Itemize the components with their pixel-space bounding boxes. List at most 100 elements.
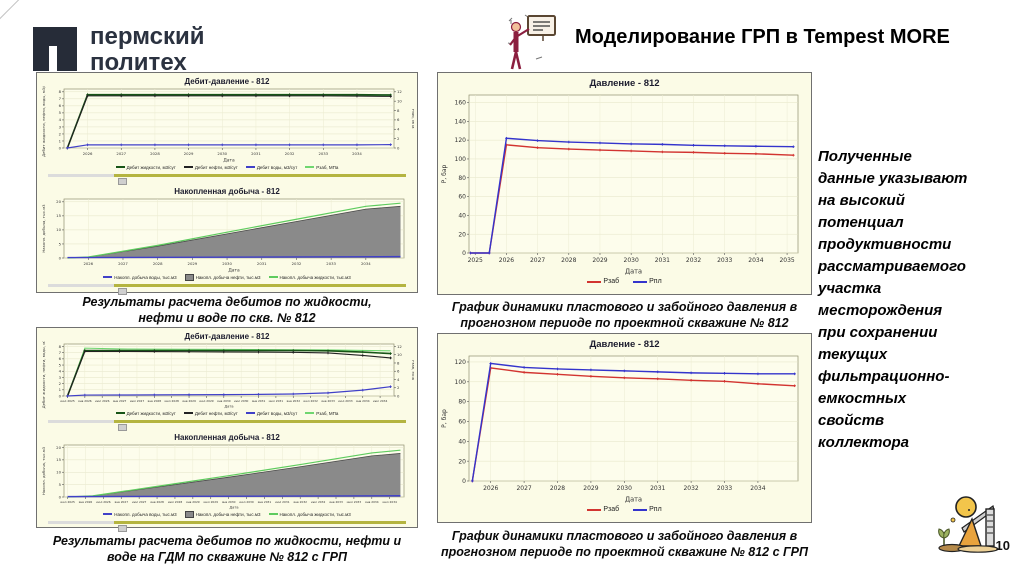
- svg-text:3: 3: [59, 124, 62, 129]
- chart-block-debit-frac: Дебит-давление - 812 0 1 2 3 4 5 6 7 8 0 2 4 6 8 10 12 и…: [40, 330, 414, 431]
- chart-block-debit-base: Дебит-давление - 812 0 1 2 3 4 5 6 7 8 0 2 4 6 8 10 12 2…: [40, 75, 414, 185]
- svg-text:2030: 2030: [624, 257, 639, 264]
- legend-marker: [587, 508, 602, 511]
- logo-line2: политех: [90, 49, 187, 76]
- svg-text:янв 2034: янв 2034: [356, 399, 370, 403]
- svg-text:0: 0: [397, 145, 400, 150]
- svg-text:июл 2031: июл 2031: [275, 500, 290, 504]
- legend-item: Накопл. добыча воды, тыс.м3: [103, 275, 177, 280]
- svg-text:Дата: Дата: [223, 158, 235, 164]
- svg-text:Дебит жидкости, нефти, воды, м: Дебит жидкости, нефти, воды, м3/сут: [41, 341, 46, 408]
- svg-text:июл 2032: июл 2032: [311, 500, 326, 504]
- svg-text:40: 40: [458, 438, 466, 445]
- svg-text:P, бар: P, бар: [441, 165, 448, 184]
- chart-scrollbar[interactable]: [48, 174, 406, 177]
- corner-decoration: [0, 0, 20, 21]
- chart-legend: Pзаб Pпл: [441, 275, 808, 288]
- svg-text:2033: 2033: [318, 151, 328, 156]
- chart-title: Дебит-давление - 812: [184, 332, 270, 341]
- scrollbar-thumb[interactable]: [48, 284, 114, 287]
- svg-text:2026: 2026: [499, 257, 514, 264]
- conclusion-text: Полученные данные указывают на высокий п…: [818, 148, 968, 451]
- svg-text:100: 100: [455, 379, 467, 386]
- svg-text:янв 2028: янв 2028: [150, 500, 164, 504]
- svg-text:6: 6: [397, 369, 400, 374]
- presenter-icon: [507, 14, 556, 70]
- legend-item: Дебит жидкости, м3/сут: [115, 411, 176, 416]
- svg-text:июл 2026: июл 2026: [96, 500, 111, 504]
- svg-text:июл 2029: июл 2029: [199, 399, 214, 403]
- svg-text:0: 0: [397, 393, 400, 398]
- svg-text:2035: 2035: [779, 257, 794, 264]
- svg-text:20: 20: [56, 199, 61, 204]
- svg-text:янв 2030: янв 2030: [217, 399, 231, 403]
- svg-text:7: 7: [59, 350, 62, 355]
- svg-text:2034: 2034: [748, 257, 763, 264]
- legend-marker: [184, 273, 194, 281]
- svg-text:Накопл. добыча, тыс.м3: Накопл. добыча, тыс.м3: [41, 204, 46, 253]
- chart-scrollbar[interactable]: [48, 284, 406, 287]
- svg-text:янв 2027: янв 2027: [114, 500, 128, 504]
- legend-item: Накопл. добыча жидкости, тыс.м3: [268, 512, 351, 517]
- svg-text:2030: 2030: [617, 485, 632, 492]
- svg-text:Дата: Дата: [625, 268, 642, 276]
- svg-text:2033: 2033: [717, 257, 732, 264]
- svg-text:2027: 2027: [118, 261, 128, 266]
- legend-marker: [268, 513, 278, 515]
- svg-text:6: 6: [397, 117, 400, 122]
- svg-text:10: 10: [397, 352, 402, 357]
- svg-text:2027: 2027: [116, 151, 126, 156]
- legend-item: Накопл. добыча нефти, тыс.м3: [184, 273, 261, 281]
- svg-text:Дата: Дата: [224, 405, 233, 409]
- svg-text:2032: 2032: [285, 151, 295, 156]
- chart-scrollbar[interactable]: [48, 420, 406, 423]
- chart-title: Дебит-давление - 812: [184, 77, 270, 86]
- chart-title: Давление - 812: [589, 78, 660, 89]
- svg-text:2030: 2030: [217, 151, 227, 156]
- panel-pressure-frac: Давление - 812 0 20 40 60 80 100 120 2026 2027 20…: [437, 333, 812, 523]
- legend-item: Дебит нефти, м3/сут: [183, 411, 238, 416]
- svg-text:2031: 2031: [257, 261, 267, 266]
- scrollbar-thumb[interactable]: [48, 521, 114, 524]
- chart-block-cumulative-frac: Накопленная добыча - 812 0 5 10 15 20 июл 202…: [40, 431, 414, 532]
- svg-text:2028: 2028: [561, 257, 576, 264]
- legend-item: Дебит нефти, м3/сут: [183, 165, 238, 170]
- svg-text:2032: 2032: [686, 257, 701, 264]
- svg-text:12: 12: [397, 89, 402, 94]
- svg-text:0: 0: [462, 250, 466, 257]
- svg-text:2032: 2032: [683, 485, 698, 492]
- svg-text:июл 2027: июл 2027: [132, 500, 147, 504]
- svg-text:4: 4: [59, 117, 62, 122]
- svg-text:2028: 2028: [550, 485, 565, 492]
- svg-text:8: 8: [59, 344, 62, 349]
- svg-text:80: 80: [458, 399, 466, 406]
- svg-text:15: 15: [56, 457, 61, 462]
- svg-text:июл 2028: июл 2028: [168, 500, 183, 504]
- svg-text:1: 1: [59, 387, 62, 392]
- svg-text:Дебит жидкости, нефти, воды, м: Дебит жидкости, нефти, воды, м3/сут: [41, 86, 46, 157]
- scrollbar-thumb[interactable]: [48, 174, 114, 177]
- svg-text:янв 2033: янв 2033: [329, 500, 343, 504]
- svg-text:5: 5: [59, 482, 62, 487]
- legend-marker: [587, 280, 602, 283]
- legend-item: Pзаб: [587, 506, 619, 513]
- axis-chip-icon: [118, 424, 127, 431]
- scrollbar-thumb[interactable]: [48, 420, 114, 423]
- svg-text:Pзаб, МПа: Pзаб, МПа: [411, 109, 414, 129]
- oil-pump-icon: [938, 496, 999, 553]
- svg-text:2027: 2027: [530, 257, 545, 264]
- svg-text:янв 2026: янв 2026: [79, 500, 93, 504]
- chart-scrollbar[interactable]: [48, 521, 406, 524]
- cumulative-production-chart-base: 0 5 10 15 20 2026 2027 2028 2029 2030 2031 2032 2033…: [41, 198, 405, 273]
- svg-text:июл 2031: июл 2031: [269, 399, 284, 403]
- svg-text:8: 8: [397, 360, 400, 365]
- svg-text:2031: 2031: [650, 485, 665, 492]
- legend-item: Дебит жидкости, м3/сут: [115, 165, 176, 170]
- svg-text:40: 40: [458, 212, 466, 219]
- chart-legend: Pзаб Pпл: [441, 503, 808, 516]
- axis-chip-icon: [118, 525, 127, 532]
- svg-text:8: 8: [59, 89, 62, 94]
- svg-text:4: 4: [397, 377, 400, 382]
- chart-legend: Дебит жидкости, м3/сут Дебит нефти, м3/су…: [40, 409, 414, 417]
